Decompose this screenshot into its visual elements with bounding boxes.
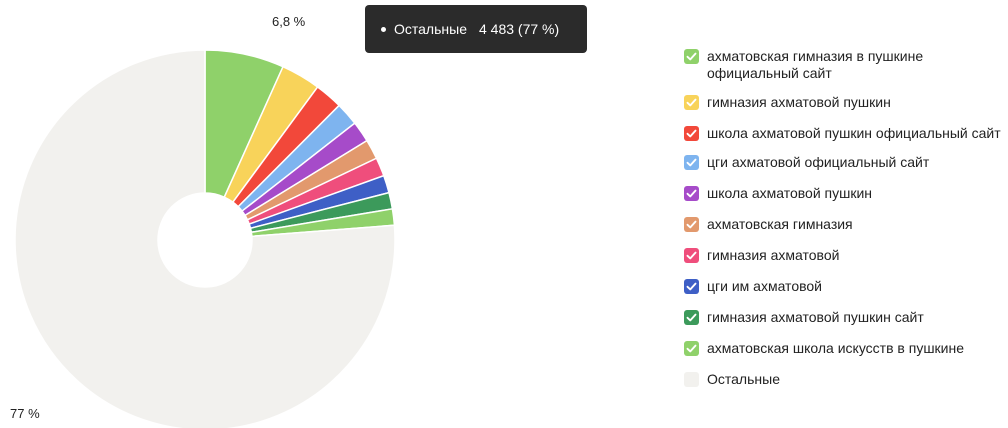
tooltip-value: 4 483 (77 %) (478, 21, 560, 37)
legend-item-label: ахматовская гимназия (707, 216, 853, 232)
checkbox-checked-icon[interactable] (684, 279, 699, 294)
slice-label-last: 77 % (10, 406, 40, 421)
legend-item[interactable]: гимназия ахматовой пушкин (684, 94, 1008, 111)
legend-item-label: ахматовская школа искусств в пушкине (707, 340, 965, 356)
pie-slice-10[interactable] (14, 49, 396, 428)
checkbox-checked-icon[interactable] (684, 49, 699, 64)
checkbox-checked-icon[interactable] (684, 126, 699, 141)
legend-item-label: цги ахматовой официальный сайт (707, 154, 930, 170)
legend-item[interactable]: школа ахматовой пушкин официальный сайт (684, 125, 1008, 142)
tooltip-series-name: Остальные (394, 21, 467, 37)
checkbox-checked-icon[interactable] (684, 341, 699, 356)
legend-item-label: гимназия ахматовой (707, 247, 840, 263)
legend-item[interactable]: ахматовская гимназия в пушкине официальн… (684, 48, 1008, 82)
tooltip-bullet-icon (381, 26, 386, 32)
legend-item-label: Остальные (707, 371, 780, 387)
checkbox-checked-icon[interactable] (684, 310, 699, 325)
legend-item-label: ахматовская гимназия в пушкине официальн… (707, 48, 924, 81)
pie-chart: 6,8 % 77 % Остальные 4 483 (77 %) (10, 5, 587, 428)
legend-item-label: цги им ахматовой (707, 278, 822, 294)
checkbox-checked-icon[interactable] (684, 155, 699, 170)
checkbox-checked-icon[interactable] (684, 95, 699, 110)
checkbox-checked-icon[interactable] (684, 186, 699, 201)
chart-legend: ахматовская гимназия в пушкине официальн… (684, 48, 1008, 402)
legend-item[interactable]: гимназия ахматовой (684, 247, 1008, 264)
chart-tooltip: Остальные 4 483 (77 %) (365, 5, 587, 53)
legend-item-label: гимназия ахматовой пушкин (707, 94, 891, 110)
pie-chart-svg (14, 49, 396, 428)
legend-item[interactable]: цги им ахматовой (684, 278, 1008, 295)
checkbox-checked-icon[interactable] (684, 217, 699, 232)
checkbox-checked-icon[interactable] (684, 248, 699, 263)
slice-label-first: 6,8 % (272, 14, 306, 29)
legend-item[interactable]: ахматовская гимназия (684, 216, 1008, 233)
legend-item-label: школа ахматовой пушкин (707, 185, 873, 201)
legend-item[interactable]: гимназия ахматовой пушкин сайт (684, 309, 1008, 326)
legend-item[interactable]: ахматовская школа искусств в пушкине (684, 340, 1008, 357)
legend-item[interactable]: цги ахматовой официальный сайт (684, 154, 1008, 171)
legend-item-label: гимназия ахматовой пушкин сайт (707, 309, 924, 325)
legend-item-label: школа ахматовой пушкин официальный сайт (707, 125, 1001, 141)
legend-item[interactable]: Остальные (684, 371, 1008, 388)
checkbox-unchecked-icon[interactable] (684, 372, 699, 387)
legend-item[interactable]: школа ахматовой пушкин (684, 185, 1008, 202)
